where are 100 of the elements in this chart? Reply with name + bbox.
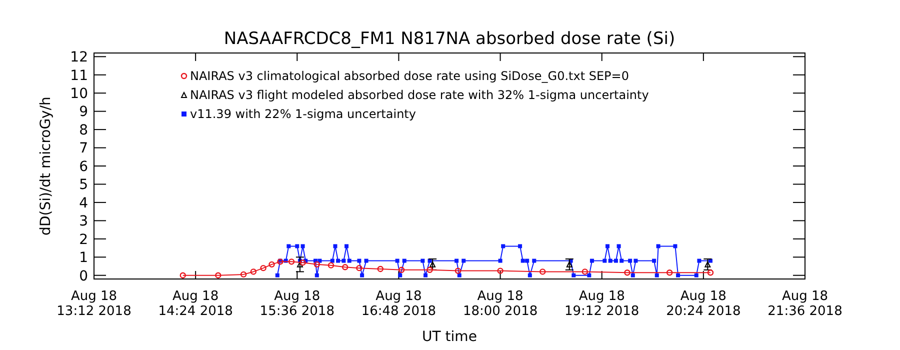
point — [525, 258, 530, 263]
point — [501, 244, 506, 248]
point — [356, 264, 362, 272]
point — [608, 258, 612, 263]
point — [518, 244, 522, 248]
point — [215, 272, 222, 278]
point — [295, 244, 300, 248]
legend-label: NAIRAS v3 flight modeled absorbed dose rate with 32% 1-sigma uncertainty — [190, 88, 649, 102]
point — [180, 272, 186, 278]
point — [540, 268, 546, 275]
point — [364, 258, 368, 263]
point — [630, 273, 635, 278]
point — [240, 271, 247, 278]
point — [377, 266, 384, 272]
point — [620, 258, 624, 263]
point — [707, 270, 714, 276]
x-axis-title: UT time — [422, 329, 477, 345]
point — [676, 273, 680, 278]
point — [634, 258, 638, 263]
point — [288, 258, 295, 265]
point — [614, 258, 618, 263]
y-tick-label: 9 — [79, 104, 88, 120]
point — [360, 273, 364, 278]
point — [333, 244, 338, 248]
x-tick-label: Aug 18 16:48 2018 — [361, 289, 436, 319]
point — [268, 261, 275, 268]
y-tick-label: 2 — [79, 232, 88, 248]
y-tick-label: 6 — [79, 158, 88, 175]
y-tick-label: 10 — [70, 86, 88, 102]
point — [520, 258, 525, 263]
point — [708, 258, 712, 263]
point — [616, 244, 621, 248]
point — [498, 258, 502, 263]
point — [497, 268, 504, 274]
y-tick-label: 0 — [79, 268, 88, 284]
point — [462, 258, 466, 263]
point — [652, 258, 656, 263]
y-tick-label: 3 — [79, 214, 88, 230]
point — [296, 261, 303, 268]
point — [330, 258, 334, 263]
point — [342, 264, 348, 270]
x-tick-label: Aug 18 19:12 2018 — [564, 289, 640, 319]
point — [457, 273, 462, 278]
point — [697, 258, 702, 263]
point — [454, 268, 462, 274]
point — [314, 273, 319, 278]
point — [398, 273, 402, 278]
legend-label: NAIRAS v3 climatological absorbed dose rate using SiDose_G0.txt SEP=0 — [190, 69, 629, 83]
point — [454, 258, 459, 263]
point — [704, 261, 711, 268]
point — [342, 258, 346, 263]
point — [606, 244, 610, 248]
chart-title: NASAAFRCDC8_FM1 N817NA absorbed dose rate (Si) — [224, 29, 676, 49]
point — [300, 259, 306, 266]
x-tick-label: Aug 18 15:36 2018 — [260, 289, 334, 319]
x-tick-label: Aug 18 18:00 2018 — [462, 289, 538, 319]
x-tick-label: Aug 18 14:24 2018 — [158, 289, 233, 319]
x-tick-label: Aug 18 13:12 2018 — [56, 289, 132, 319]
point — [347, 258, 352, 263]
point — [673, 244, 678, 248]
point — [328, 262, 334, 268]
y-tick-label: 7 — [79, 140, 88, 157]
point — [666, 270, 673, 276]
point — [624, 270, 630, 276]
point — [398, 266, 405, 273]
point — [694, 273, 698, 278]
point — [532, 258, 536, 263]
y-tick-label: 12 — [70, 50, 88, 66]
y-axis-title: dD(Si)/dt microGy/h — [38, 96, 54, 236]
x-tick-label: Aug 18 20:24 2018 — [666, 289, 741, 319]
y-tick-label: 1 — [79, 250, 88, 266]
y-tick-label: 4 — [79, 195, 88, 212]
point — [286, 244, 291, 248]
point — [357, 258, 362, 263]
point — [426, 266, 433, 273]
point — [314, 261, 320, 268]
point — [628, 258, 632, 263]
point — [275, 273, 280, 278]
point — [300, 244, 305, 248]
point — [572, 273, 576, 278]
point — [424, 273, 428, 278]
point — [250, 268, 257, 275]
point — [582, 268, 588, 275]
y-tick-label: 5 — [79, 177, 88, 194]
point — [402, 258, 406, 263]
legend-label: v11.39 with 22% 1-sigma uncertainty — [190, 107, 416, 121]
point — [420, 258, 425, 263]
point — [260, 264, 266, 272]
point — [590, 258, 594, 263]
point — [656, 244, 660, 248]
point — [566, 261, 572, 268]
point — [430, 261, 436, 268]
point — [528, 273, 532, 278]
point — [336, 258, 340, 263]
x-tick-label: Aug 18 21:36 2018 — [768, 289, 842, 319]
point — [344, 244, 349, 248]
point — [395, 258, 400, 263]
point — [587, 273, 592, 278]
y-tick-label: 8 — [79, 122, 88, 138]
y-tick-label: 11 — [70, 68, 88, 84]
